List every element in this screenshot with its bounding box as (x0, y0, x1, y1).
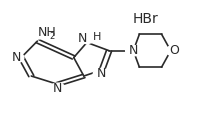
Text: N: N (78, 32, 87, 45)
Text: N: N (53, 82, 62, 95)
Text: O: O (169, 44, 179, 57)
Circle shape (126, 45, 141, 56)
Text: NH: NH (37, 26, 56, 39)
Text: N: N (12, 51, 21, 64)
Circle shape (8, 52, 24, 63)
Circle shape (93, 68, 109, 79)
Circle shape (28, 27, 46, 39)
Circle shape (50, 83, 65, 94)
Text: H: H (93, 32, 102, 42)
Circle shape (166, 45, 181, 56)
Text: N: N (129, 44, 138, 57)
Text: 2: 2 (49, 32, 54, 41)
Text: HBr: HBr (133, 12, 158, 26)
Text: N: N (96, 67, 106, 80)
Circle shape (79, 33, 95, 44)
